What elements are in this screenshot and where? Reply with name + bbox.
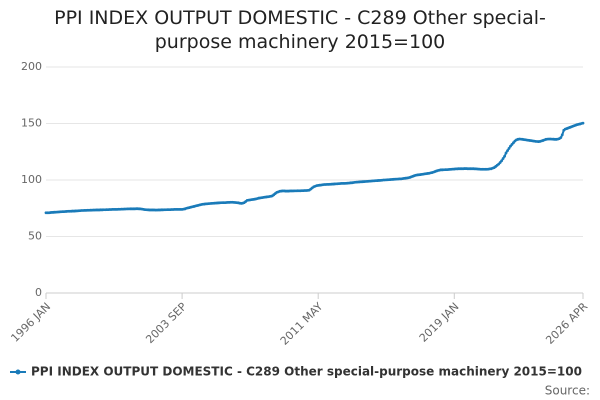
data-point [500, 159, 504, 163]
data-point [581, 121, 585, 125]
chart-title: PPI INDEX OUTPUT DOMESTIC - C289 Other s… [54, 7, 546, 53]
x-tick-label: 2019 JAN [417, 300, 462, 345]
y-tick-label: 200 [21, 60, 42, 73]
data-point [560, 133, 564, 137]
data-line [46, 122, 584, 214]
source-label: Source: [545, 384, 590, 398]
y-tick-label: 150 [21, 117, 42, 130]
y-tick-label: 100 [21, 173, 42, 186]
data-point [559, 136, 563, 140]
data-point [504, 151, 508, 155]
y-tick-label: 0 [35, 286, 42, 299]
x-tick-label: 2003 SEP [143, 300, 189, 346]
x-tick-label: 1996 JAN [8, 300, 53, 345]
x-tick-label: 2011 MAY [278, 300, 326, 348]
data-point [503, 154, 506, 158]
legend-marker [15, 369, 21, 375]
data-point [507, 146, 511, 150]
data-point [501, 157, 505, 160]
x-tick-label: 2026 APR [543, 300, 590, 347]
legend-label: PPI INDEX OUTPUT DOMESTIC - C289 Other s… [31, 365, 582, 379]
y-tick-label: 50 [28, 230, 42, 243]
data-point [506, 149, 509, 153]
